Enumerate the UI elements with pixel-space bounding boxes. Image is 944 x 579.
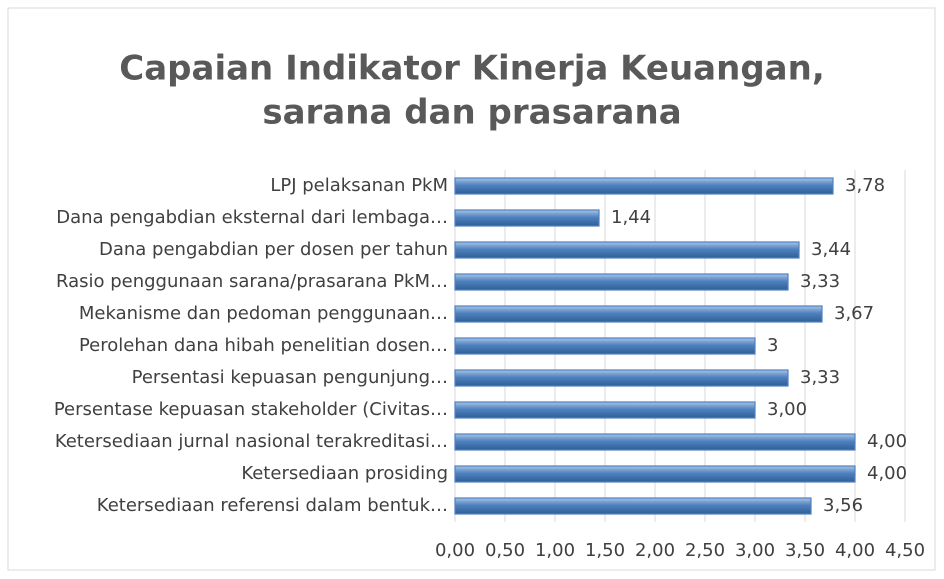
x-tick-label: 2,00 (635, 540, 675, 561)
chart-subtitle: sarana dan prasarana (262, 93, 681, 133)
bar (454, 401, 756, 419)
value-label: 1,44 (611, 207, 651, 228)
bar (454, 177, 834, 195)
x-tick-label: 1,50 (585, 540, 625, 561)
bar (454, 497, 812, 515)
value-label: 3,33 (800, 271, 840, 292)
value-label: 3,56 (823, 495, 863, 516)
chart-title: Capaian Indikator Kinerja Keuangan, (119, 49, 824, 89)
y-tick-label: Dana pengabdian per dosen per tahun (99, 239, 448, 260)
y-tick-label: Rasio penggunaan sarana/prasarana PkM… (56, 271, 448, 292)
x-tick-label: 3,50 (785, 540, 825, 561)
x-tick-label: 4,00 (835, 540, 875, 561)
y-tick-label: Perolehan dana hibah penelitian dosen… (79, 335, 448, 356)
y-tick-label: LPJ pelaksanan PkM (270, 175, 448, 196)
value-label: 3,00 (767, 399, 807, 420)
x-tick-label: 1,00 (535, 540, 575, 561)
y-tick-label: Ketersediaan jurnal nasional terakredita… (55, 431, 448, 452)
bar (454, 305, 823, 323)
y-tick-label: Ketersediaan prosiding (241, 463, 448, 484)
bar (454, 369, 789, 387)
bar (454, 273, 789, 291)
bar (454, 209, 600, 227)
x-tick-label: 2,50 (685, 540, 725, 561)
value-label: 3 (767, 335, 778, 356)
value-label: 4,00 (867, 463, 907, 484)
y-tick-label: Ketersediaan referensi dalam bentuk… (97, 495, 448, 516)
bar (454, 241, 800, 259)
x-tick-label: 3,00 (735, 540, 775, 561)
y-tick-label: Dana pengabdian eksternal dari lembaga… (56, 207, 448, 228)
x-tick-label: 0,00 (435, 540, 475, 561)
bar (454, 465, 856, 483)
value-label: 3,44 (811, 239, 851, 260)
value-label: 4,00 (867, 431, 907, 452)
value-label: 3,67 (834, 303, 874, 324)
y-tick-label: Persentasi kepuasan pengunjung… (132, 367, 448, 388)
x-tick-label: 4,50 (885, 540, 925, 561)
value-label: 3,78 (845, 175, 885, 196)
y-tick-label: Persentase kepuasan stakeholder (Civitas… (54, 399, 448, 420)
y-tick-label: Mekanisme dan pedoman penggunaan… (79, 303, 448, 324)
bar (454, 337, 756, 355)
bar (454, 433, 856, 451)
value-label: 3,33 (800, 367, 840, 388)
x-tick-label: 0,50 (485, 540, 525, 561)
